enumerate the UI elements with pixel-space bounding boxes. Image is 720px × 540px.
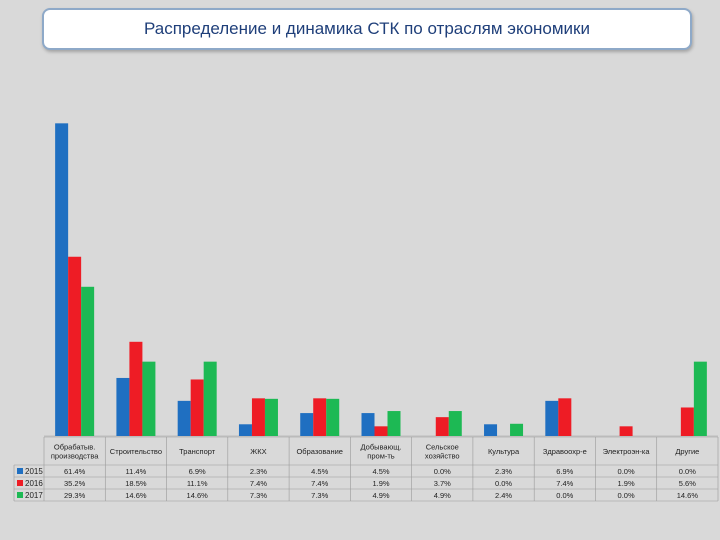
- value-label-2016-10: 5.6%: [679, 479, 696, 488]
- legend-label-2015: 2015: [25, 467, 43, 476]
- value-label-2015-5: 4.5%: [372, 467, 389, 476]
- category-label-10: Другие: [675, 447, 699, 456]
- category-label-5-line1: пром-ть: [367, 452, 394, 461]
- value-label-2017-4: 7.3%: [311, 491, 328, 500]
- value-label-2015-6: 0.0%: [434, 467, 451, 476]
- value-label-2015-10: 0.0%: [679, 467, 696, 476]
- bar-2017-1: [142, 361, 156, 436]
- bar-2016-6: [435, 417, 449, 436]
- category-label-0-line0: Обрабатыв.: [54, 443, 96, 452]
- value-label-2017-10: 14.6%: [677, 491, 699, 500]
- category-label-5-line0: Добывающ.: [361, 443, 402, 452]
- bar-2016-3: [251, 398, 265, 436]
- bar-2017-6: [448, 411, 462, 436]
- value-label-2015-4: 4.5%: [311, 467, 328, 476]
- value-label-2015-7: 2.3%: [495, 467, 512, 476]
- legend-label-2016: 2016: [25, 479, 43, 488]
- value-label-2015-0: 61.4%: [64, 467, 86, 476]
- value-label-2017-2: 14.6%: [187, 491, 209, 500]
- bar-2017-4: [326, 398, 340, 436]
- bar-2015-5: [361, 413, 375, 436]
- value-label-2015-9: 0.0%: [618, 467, 635, 476]
- bar-2015-4: [300, 413, 314, 436]
- category-label-3: ЖКХ: [250, 447, 266, 456]
- category-label-6-line0: Сельское: [426, 443, 459, 452]
- value-label-2017-3: 7.3%: [250, 491, 267, 500]
- legend-key-2017: [17, 492, 23, 498]
- bar-2016-1: [129, 341, 143, 436]
- legend-key-2016: [17, 480, 23, 486]
- bar-2015-7: [484, 424, 498, 436]
- bar-2015-0: [55, 123, 69, 436]
- bar-2016-8: [558, 398, 572, 436]
- value-label-2016-5: 1.9%: [372, 479, 389, 488]
- value-label-2017-0: 29.3%: [64, 491, 86, 500]
- category-label-0-line1: производства: [51, 452, 99, 461]
- category-label-2: Транспорт: [179, 447, 216, 456]
- value-label-2015-8: 6.9%: [556, 467, 573, 476]
- value-label-2017-1: 14.6%: [125, 491, 147, 500]
- value-label-2016-9: 1.9%: [618, 479, 635, 488]
- bar-2016-4: [313, 398, 327, 436]
- bar-2017-2: [203, 361, 217, 436]
- value-label-2016-4: 7.4%: [311, 479, 328, 488]
- bar-2017-5: [387, 411, 401, 436]
- legend-key-2015: [17, 468, 23, 474]
- category-label-1: Строительство: [110, 447, 162, 456]
- category-label-6-line1: хозяйство: [425, 452, 460, 461]
- bar-2017-3: [264, 398, 278, 436]
- bar-2016-9: [619, 426, 633, 436]
- bar-2015-8: [545, 400, 559, 436]
- value-label-2016-2: 11.1%: [187, 479, 208, 488]
- category-label-4: Образование: [296, 447, 343, 456]
- bar-2017-10: [693, 361, 707, 436]
- bar-2017-7: [510, 423, 524, 436]
- value-label-2015-2: 6.9%: [189, 467, 206, 476]
- legend-label-2017: 2017: [25, 491, 43, 500]
- bar-2017-0: [81, 286, 95, 436]
- value-label-2017-6: 4.9%: [434, 491, 451, 500]
- value-label-2017-5: 4.9%: [372, 491, 389, 500]
- value-label-2016-6: 3.7%: [434, 479, 451, 488]
- bar-2015-2: [177, 400, 191, 436]
- value-label-2017-8: 0.0%: [556, 491, 573, 500]
- value-label-2015-3: 2.3%: [250, 467, 267, 476]
- value-label-2017-7: 2.4%: [495, 491, 512, 500]
- bar-2015-1: [116, 377, 130, 436]
- value-label-2016-3: 7.4%: [250, 479, 267, 488]
- chart-title-box: Распределение и динамика СТК по отраслям…: [42, 8, 692, 50]
- value-label-2015-1: 11.4%: [126, 467, 147, 476]
- value-label-2017-9: 0.0%: [618, 491, 635, 500]
- value-label-2016-1: 18.5%: [125, 479, 147, 488]
- chart-title: Распределение и динамика СТК по отраслям…: [143, 19, 590, 38]
- category-label-8: Здравоохр-е: [543, 447, 587, 456]
- bar-2016-0: [68, 256, 82, 436]
- value-label-2016-7: 0.0%: [495, 479, 512, 488]
- value-label-2016-8: 7.4%: [556, 479, 573, 488]
- bar-2016-10: [680, 407, 694, 436]
- bar-2016-5: [374, 426, 388, 436]
- bar-2016-2: [190, 379, 204, 436]
- value-label-2016-0: 35.2%: [64, 479, 86, 488]
- category-label-9: Электроэн-ка: [603, 447, 651, 456]
- bar-2015-3: [238, 424, 252, 436]
- category-label-7: Культура: [488, 447, 520, 456]
